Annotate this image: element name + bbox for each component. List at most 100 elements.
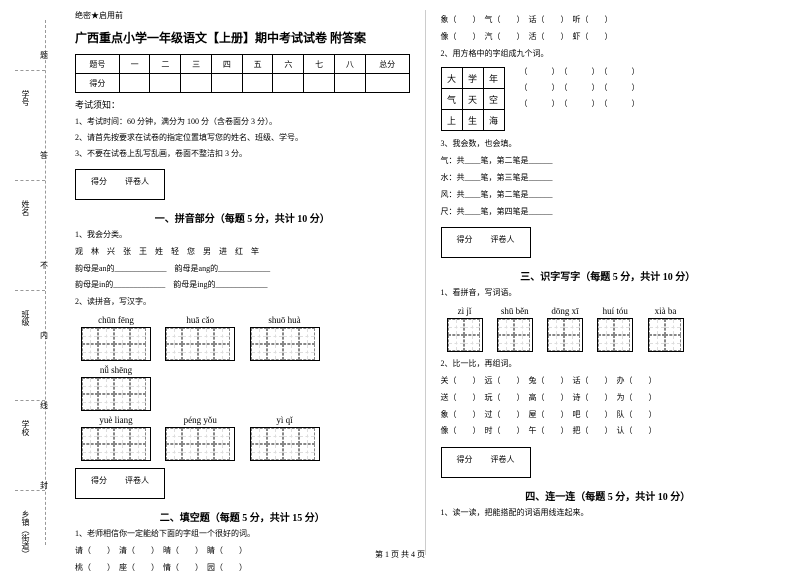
score-cell: 得分 xyxy=(83,174,115,189)
sidebar-line xyxy=(15,290,45,291)
pinyin-block: shuō huà xyxy=(250,315,320,361)
seal-line xyxy=(45,20,46,545)
pinyin-block: huā cǎo xyxy=(165,315,235,361)
pinyin-text: xià ba xyxy=(648,306,684,316)
seal-mark: 内 xyxy=(40,330,48,341)
exam-title: 广西重点小学一年级语文【上册】期中考试试卷 附答案 xyxy=(75,29,410,46)
q1-label: 1、读一读，把能搭配的词语用线连起来。 xyxy=(441,507,776,520)
blank-row: （ ） （ ） （ ） xyxy=(520,64,640,80)
char-list: 观 林 兴 张 王 姓 轻 您 男 进 红 竿 xyxy=(75,246,410,259)
pair-row: 像（ ） 时（ ） 午（ ） 把（ ） 认（ ） xyxy=(441,425,776,438)
sidebar-township: 乡镇（街道） xyxy=(20,510,31,558)
section-3-title: 三、识字写字（每题 5 分，共计 10 分） xyxy=(441,268,776,283)
seal-mark: 不 xyxy=(40,260,48,271)
stroke-line: 风：共____笔，第二笔是______ xyxy=(441,189,776,202)
char-9grid: 大学年 气天空 上生海 xyxy=(441,67,505,131)
pinyin-text: shuō huà xyxy=(250,315,320,325)
reviewer-cell: 评卷人 xyxy=(117,174,157,189)
score-header: 总分 xyxy=(365,55,409,74)
pinyin-text: chūn fēng xyxy=(81,315,151,325)
pinyin-grid-row: yuè liang péng yǒu yì qǐ xyxy=(75,413,410,463)
score-header: 五 xyxy=(242,55,273,74)
pinyin-text: dōng xī xyxy=(547,306,583,316)
section-4-title: 四、连一连（每题 5 分，共计 10 分） xyxy=(441,488,776,503)
sidebar-id: 学号 xyxy=(20,90,31,106)
scorer-box: 得分评卷人 xyxy=(75,169,165,200)
pinyin-text: yì qǐ xyxy=(250,415,320,425)
scorer-box: 得分评卷人 xyxy=(75,468,165,499)
score-header: 三 xyxy=(181,55,212,74)
pinyin-block: huí tóu xyxy=(597,306,633,352)
seal-mark: 线 xyxy=(40,400,48,411)
pinyin-block: zì jǐ xyxy=(447,306,483,352)
scorer-box: 得分评卷人 xyxy=(441,227,531,258)
pair-row: 送（ ） 玩（ ） 高（ ） 诗（ ） 为（ ） xyxy=(441,392,776,405)
notice-item: 1、考试时间：60 分钟，满分为 100 分（含卷面分 3 分）。 xyxy=(75,116,410,128)
q1-label: 1、看拼音，写词语。 xyxy=(441,287,776,300)
seal-mark: 答 xyxy=(40,150,48,161)
pinyin-text: nǚ shēng xyxy=(81,365,151,375)
seal-mark: 封 xyxy=(40,480,48,491)
score-header: 八 xyxy=(334,55,365,74)
fill-line: 韵母是an的_____________ 韵母是ang的_____________ xyxy=(75,263,410,276)
blank-row: （ ） （ ） （ ） xyxy=(520,80,640,96)
pinyin-text: zì jǐ xyxy=(447,306,483,316)
score-header: 七 xyxy=(304,55,335,74)
score-header: 六 xyxy=(273,55,304,74)
pinyin-text: shū běn xyxy=(497,306,533,316)
q3-label: 3、我会数，也会填。 xyxy=(441,138,776,151)
blank-row: （ ） （ ） （ ） xyxy=(520,96,640,112)
score-header: 题号 xyxy=(76,55,120,74)
notice-item: 2、请首先按要求在试卷的指定位置填写您的姓名、班级、学号。 xyxy=(75,132,410,144)
word-row: 请（ ） 清（ ） 晴（ ） 睛（ ） xyxy=(75,545,410,558)
left-column: 绝密★启用前 广西重点小学一年级语文【上册】期中考试试卷 附答案 题号 一 二 … xyxy=(60,10,426,555)
score-header: 四 xyxy=(211,55,242,74)
page-footer: 第 1 页 共 4 页 xyxy=(375,549,425,560)
q2-label: 2、比一比，再组词。 xyxy=(441,358,776,371)
pinyin-text: huā cǎo xyxy=(165,315,235,325)
notice-item: 3、不要在试卷上乱写乱画，卷面不整洁扣 3 分。 xyxy=(75,148,410,160)
pinyin-block: xià ba xyxy=(648,306,684,352)
pinyin-text: huí tóu xyxy=(597,306,633,316)
word-row: 象（ ） 气（ ） 话（ ） 听（ ） xyxy=(441,14,776,27)
fill-line: 韵母是in的_____________ 韵母是ing的_____________ xyxy=(75,279,410,292)
section-1-title: 一、拼音部分（每题 5 分，共计 10 分） xyxy=(75,210,410,225)
binding-sidebar: 乡镇（街道） 学校 班级 姓名 学号 封 线 内 不 答 题 xyxy=(0,0,60,565)
score-table: 题号 一 二 三 四 五 六 七 八 总分 得分 xyxy=(75,54,410,93)
score-cell[interactable] xyxy=(119,74,150,93)
stroke-line: 尺：共____笔，第四笔是______ xyxy=(441,206,776,219)
notice-head: 考试须知： xyxy=(75,98,410,111)
pinyin-block: chūn fēng xyxy=(81,315,151,361)
sidebar-line xyxy=(15,180,45,181)
scorer-box: 得分评卷人 xyxy=(441,447,531,478)
nine-word-block: 大学年 气天空 上生海 （ ） （ ） （ ） （ ） （ ） （ ） （ ） … xyxy=(441,64,776,134)
right-column: 象（ ） 气（ ） 话（ ） 听（ ） 像（ ） 汽（ ） 活（ ） 虾（ ） … xyxy=(426,10,791,555)
q2-label: 2、用方格中的字组成九个词。 xyxy=(441,48,776,61)
sidebar-line xyxy=(15,70,45,71)
sidebar-class: 班级 xyxy=(20,310,31,326)
sidebar-name: 姓名 xyxy=(20,200,31,216)
seal-mark: 题 xyxy=(40,50,48,61)
pair-row: 象（ ） 过（ ） 屋（ ） 吧（ ） 队（ ） xyxy=(441,409,776,422)
q2-label: 2、读拼音，写汉字。 xyxy=(75,296,410,309)
pinyin-block: shū běn xyxy=(497,306,533,352)
word-row: 桃（ ） 座（ ） 情（ ） 园（ ） xyxy=(75,562,410,574)
score-header: 一 xyxy=(119,55,150,74)
score-cell: 得分 xyxy=(76,74,120,93)
section-2-title: 二、填空题（每题 5 分，共计 15 分） xyxy=(75,509,410,524)
sidebar-school: 学校 xyxy=(20,420,31,436)
pinyin-block: yì qǐ xyxy=(250,415,320,461)
pinyin-grid-row: zì jǐ shū běn dōng xī huí tóu xià ba xyxy=(441,304,776,354)
stroke-line: 气：共____笔，第二笔是______ xyxy=(441,155,776,168)
pinyin-grid-row: chūn fēng huā cǎo shuō huà nǚ shēng xyxy=(75,313,410,413)
pinyin-text: yuè liang xyxy=(81,415,151,425)
stroke-line: 水：共____笔，第三笔是______ xyxy=(441,172,776,185)
pair-row: 关（ ） 远（ ） 兔（ ） 话（ ） 办（ ） xyxy=(441,375,776,388)
word-row: 像（ ） 汽（ ） 活（ ） 虾（ ） xyxy=(441,31,776,44)
q1-label: 1、老师相信你一定能给下面的字组一个很好的词。 xyxy=(75,528,410,541)
score-header: 二 xyxy=(150,55,181,74)
pinyin-text: péng yǒu xyxy=(165,415,235,425)
blank-col: （ ） （ ） （ ） （ ） （ ） （ ） （ ） （ ） （ ） xyxy=(520,64,640,112)
pinyin-block: dōng xī xyxy=(547,306,583,352)
pinyin-block: nǚ shēng xyxy=(81,365,151,411)
